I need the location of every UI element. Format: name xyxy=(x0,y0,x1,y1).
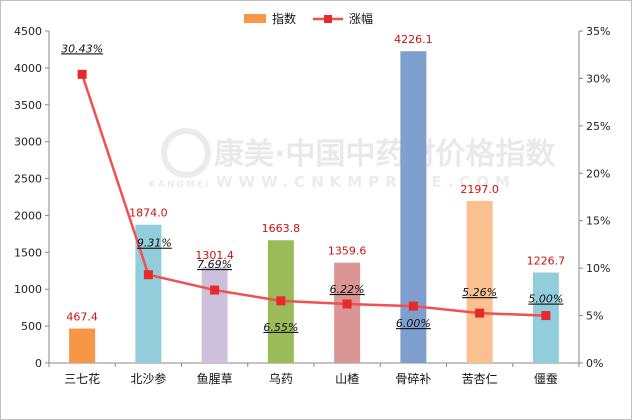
y-left-tick-label: 4000 xyxy=(14,62,42,75)
legend-swatch-bar xyxy=(244,14,266,23)
line-value-label: 6.00% xyxy=(396,317,431,330)
line-value-label: 5.26% xyxy=(462,286,497,299)
bar xyxy=(334,262,361,363)
y-right-tick-label: 15% xyxy=(586,215,610,228)
bar xyxy=(69,328,96,363)
y-left-tick-label: 3500 xyxy=(14,99,42,112)
line-point xyxy=(342,299,352,309)
y-right-tick-label: 25% xyxy=(586,120,610,133)
x-category-label: 僵蚕 xyxy=(534,372,558,386)
y-right-tick-label: 10% xyxy=(586,262,610,275)
bar-value-label: 1663.8 xyxy=(262,222,301,235)
bar xyxy=(400,51,427,363)
bar-value-label: 467.4 xyxy=(66,311,98,324)
x-category-label: 骨碎补 xyxy=(395,371,431,386)
bar-value-label: 1359.6 xyxy=(328,245,367,258)
legend: 指数 涨幅 xyxy=(244,11,373,26)
y-right-tick-label: 35% xyxy=(586,25,610,38)
x-category-label: 北沙参 xyxy=(130,371,166,386)
y-left-tick-label: 500 xyxy=(21,320,42,333)
line-series xyxy=(77,69,551,321)
legend-label-line: 涨幅 xyxy=(349,11,373,26)
line-point xyxy=(143,270,153,280)
line-value-label: 5.00% xyxy=(528,293,563,306)
watermark-brand: 康美·中国中药材价格指数 xyxy=(214,137,556,172)
watermark-sub-left: KANGMEI xyxy=(149,180,210,190)
line-value-label: 30.43% xyxy=(61,42,103,55)
y-left-tick-label: 4500 xyxy=(14,25,42,38)
x-category-label: 苦杏仁 xyxy=(462,372,498,386)
line-point xyxy=(77,69,87,79)
line-value-label: 7.69% xyxy=(197,258,232,271)
line-point xyxy=(541,311,551,321)
bar xyxy=(466,200,493,363)
y-left-tick-label: 2500 xyxy=(14,173,42,186)
line-value-label: 9.31% xyxy=(137,237,172,250)
x-category-label: 鱼腥草 xyxy=(197,372,233,386)
line-point xyxy=(276,296,286,306)
line-point xyxy=(210,285,220,295)
line-point xyxy=(408,301,418,311)
watermark-logo-icon xyxy=(161,128,211,178)
y-left-tick-label: 0 xyxy=(35,357,42,370)
data-labels: 467.4 1874.0 1301.4 1663.8 1359.6 4226.1 2197.… xyxy=(61,33,565,334)
y-left-tick-label: 2000 xyxy=(14,209,42,222)
watermark-sub-right: WWW.CNKMPRICE.COM xyxy=(216,173,516,191)
y-left-tick-label: 1000 xyxy=(14,283,42,296)
y-right-tick-label: 0% xyxy=(586,357,603,370)
bar xyxy=(201,266,228,363)
bar-series xyxy=(69,51,559,363)
line-value-label: 6.55% xyxy=(263,321,298,334)
y-left-tick-label: 3000 xyxy=(14,136,42,149)
x-category-label: 三七花 xyxy=(64,371,100,386)
legend-marker-icon xyxy=(324,15,332,23)
y-right-tick-label: 30% xyxy=(586,72,610,85)
bar-value-label: 4226.1 xyxy=(394,33,433,46)
x-category-label: 乌药 xyxy=(269,371,293,386)
y-left-tick-label: 1500 xyxy=(14,246,42,259)
legend-label-bar: 指数 xyxy=(272,11,296,26)
bar-value-label: 1874.0 xyxy=(129,207,168,220)
axes: 0 500 1000 1500 2000 2500 3000 3500 4000 4500 0% 5%… xyxy=(14,25,610,386)
line-point xyxy=(475,308,485,318)
y-right-tick-label: 5% xyxy=(586,310,603,323)
bar-value-label: 2197.0 xyxy=(460,183,499,196)
bar-value-label: 1301.4 xyxy=(195,249,234,262)
watermark: 康美·中国中药材价格指数 KANGMEI WWW.CNKMPRICE.COM xyxy=(149,128,556,191)
line-path xyxy=(80,73,546,317)
line-value-label: 6.22% xyxy=(330,283,365,296)
y-right-tick-label: 20% xyxy=(586,167,610,180)
x-category-label: 山楂 xyxy=(335,372,359,386)
bar-value-label: 1226.7 xyxy=(527,254,566,267)
